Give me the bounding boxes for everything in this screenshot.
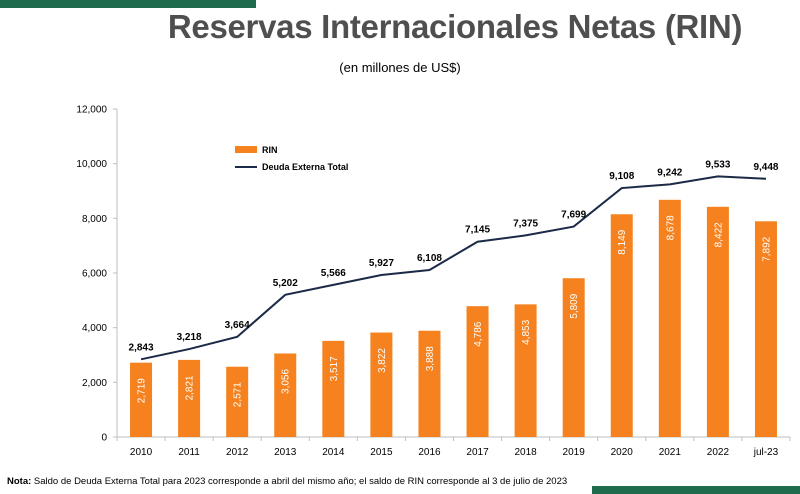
rin-bar	[610, 214, 633, 437]
deuda-point-label: 5,566	[321, 268, 346, 279]
footnote-label: Nota:	[7, 476, 32, 487]
deuda-point-label: 7,145	[465, 225, 490, 236]
y-tick-label: 4,000	[82, 323, 107, 334]
bottom-accent-bar	[592, 486, 800, 494]
x-tick-label: 2016	[418, 447, 441, 458]
deuda-point-label: 7,375	[513, 218, 538, 229]
deuda-point-label: 9,108	[609, 171, 634, 182]
x-tick-label: 2015	[370, 447, 393, 458]
y-tick-label: 10,000	[76, 159, 107, 170]
rin-bar	[658, 199, 681, 437]
rin-bar	[226, 366, 249, 437]
rin-bar-label: 8,678	[665, 215, 676, 240]
x-tick-label: 2014	[322, 447, 345, 458]
y-tick-label: 12,000	[76, 105, 107, 116]
rin-bar	[754, 221, 777, 437]
deuda-line	[140, 175, 767, 361]
x-tick-label: 2012	[226, 447, 249, 458]
deuda-point-label: 3,218	[177, 332, 202, 343]
legend-label-rin: RIN	[262, 145, 278, 155]
rin-bar-label: 8,149	[617, 229, 628, 254]
rin-bar-label: 4,853	[521, 319, 532, 344]
deuda-point-label: 5,202	[273, 278, 298, 289]
deuda-point-label: 9,242	[657, 167, 682, 178]
rin-bar-label: 3,888	[425, 346, 436, 371]
chart-title: Reservas Internacionales Netas (RIN)	[167, 8, 743, 45]
rin-bar	[514, 304, 537, 437]
rin-bar-label: 2,821	[185, 375, 196, 400]
rin-bar-label: 7,892	[761, 236, 772, 261]
y-tick-label: 2,000	[82, 378, 107, 389]
rin-bar-label: 3,517	[329, 356, 340, 381]
deuda-point-label: 9,533	[705, 159, 730, 170]
rin-bar-label: 8,422	[713, 222, 724, 247]
x-tick-label: 2021	[659, 447, 682, 458]
rin-bar-label: 2,571	[233, 382, 244, 407]
deuda-point-label: 9,448	[753, 162, 778, 173]
y-tick-label: 0	[101, 433, 107, 444]
footnote-text: Saldo de Deuda Externa Total para 2023 c…	[31, 476, 568, 487]
rin-bar-label: 5,809	[569, 293, 580, 318]
legend-label-deuda: Deuda Externa Total	[262, 162, 348, 172]
top-accent-bar	[0, 0, 256, 8]
rin-bar	[418, 330, 441, 437]
x-tick-label: jul-23	[753, 447, 779, 458]
x-tick-label: 2022	[707, 447, 730, 458]
rin-bar-label: 2,719	[137, 378, 148, 403]
deuda-point-label: 7,699	[561, 210, 586, 221]
rin-bar-label: 3,822	[377, 348, 388, 373]
chart-subtitle: (en millones de US$)	[339, 60, 461, 75]
x-tick-label: 2019	[563, 447, 586, 458]
y-tick-label: 6,000	[82, 269, 107, 280]
rin-bar	[370, 332, 393, 437]
x-tick-label: 2018	[514, 447, 537, 458]
rin-bar	[322, 340, 345, 437]
footnote: Nota: Saldo de Deuda Externa Total para …	[7, 476, 787, 487]
deuda-point-label: 6,108	[417, 253, 442, 264]
deuda-point-label: 5,927	[369, 258, 394, 269]
x-tick-label: 2017	[466, 447, 489, 458]
rin-bar	[706, 206, 729, 437]
y-tick-label: 8,000	[82, 214, 107, 225]
rin-bar	[178, 359, 201, 437]
rin-bar	[130, 362, 153, 437]
rin-bar-label: 4,786	[473, 321, 484, 346]
rin-bar-label: 3,056	[281, 369, 292, 394]
rin-bar	[562, 278, 585, 437]
rin-bar	[274, 353, 297, 437]
x-tick-label: 2011	[178, 447, 200, 458]
x-tick-label: 2013	[274, 447, 297, 458]
deuda-point-label: 3,664	[225, 320, 250, 331]
rin-bar	[466, 306, 489, 437]
deuda-point-label: 2,843	[129, 342, 154, 353]
x-tick-label: 2020	[611, 447, 634, 458]
legend-swatch-rin	[235, 146, 257, 153]
x-tick-label: 2010	[130, 447, 153, 458]
